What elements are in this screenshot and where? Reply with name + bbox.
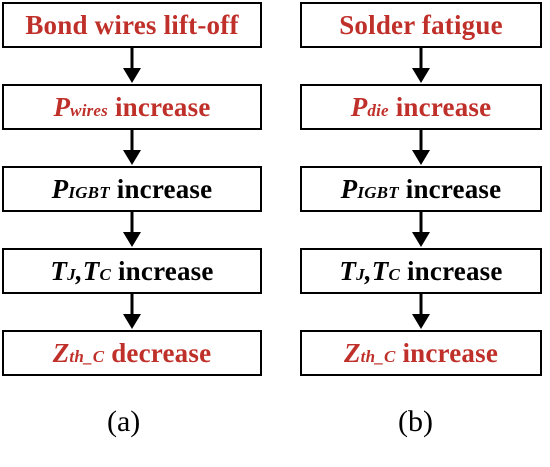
box-text: increase: [388, 91, 492, 122]
arrow-down-icon: [412, 130, 430, 165]
subscript: J: [67, 265, 76, 284]
box-text: Bond wires lift-off: [25, 9, 239, 40]
box-p-igbt-increase: P IGBT increase: [2, 166, 262, 212]
subscript: th_C: [360, 347, 396, 366]
separator: ,: [75, 255, 83, 286]
caption-a: (a): [107, 405, 141, 438]
box-text: increase: [398, 173, 502, 204]
subscript: die: [367, 101, 389, 120]
box-bond-wires-lift-off: Bond wires lift-off: [2, 2, 262, 48]
subscript: IGBT: [68, 183, 110, 202]
symbol: Z: [343, 337, 361, 368]
symbol: Z: [52, 337, 70, 368]
symbol: T: [339, 255, 357, 286]
symbol: P: [53, 91, 71, 122]
box-text: increase: [108, 91, 211, 122]
symbol: P: [350, 91, 368, 122]
symbol: P: [340, 173, 358, 204]
arrow-down-icon: [123, 212, 141, 247]
box-text: increase: [109, 173, 213, 204]
symbol: P: [51, 173, 69, 204]
subscript: C: [388, 265, 401, 284]
symbol: T: [50, 255, 68, 286]
box-text: increase: [395, 337, 499, 368]
subscript: C: [99, 265, 112, 284]
arrow-down-icon: [123, 48, 141, 83]
box-text: Solder fatigue: [339, 9, 503, 40]
separator: ,: [364, 255, 372, 286]
arrow-down-icon: [412, 48, 430, 83]
box-text: increase: [111, 255, 214, 286]
symbol: T: [371, 255, 389, 286]
subscript: th_C: [69, 347, 105, 366]
subscript: IGBT: [357, 183, 399, 202]
box-p-igbt-increase: P IGBT increase: [300, 166, 542, 212]
symbol: T: [82, 255, 100, 286]
box-solder-fatigue: Solder fatigue: [300, 2, 542, 48]
arrow-down-icon: [412, 212, 430, 247]
arrow-down-icon: [412, 294, 430, 329]
subscript: J: [356, 265, 365, 284]
caption-b: (b): [398, 405, 433, 438]
arrow-down-icon: [123, 130, 141, 165]
subscript: wires: [70, 101, 108, 120]
arrow-down-icon: [123, 294, 141, 329]
box-text: decrease: [104, 337, 212, 368]
box-text: increase: [400, 255, 503, 286]
